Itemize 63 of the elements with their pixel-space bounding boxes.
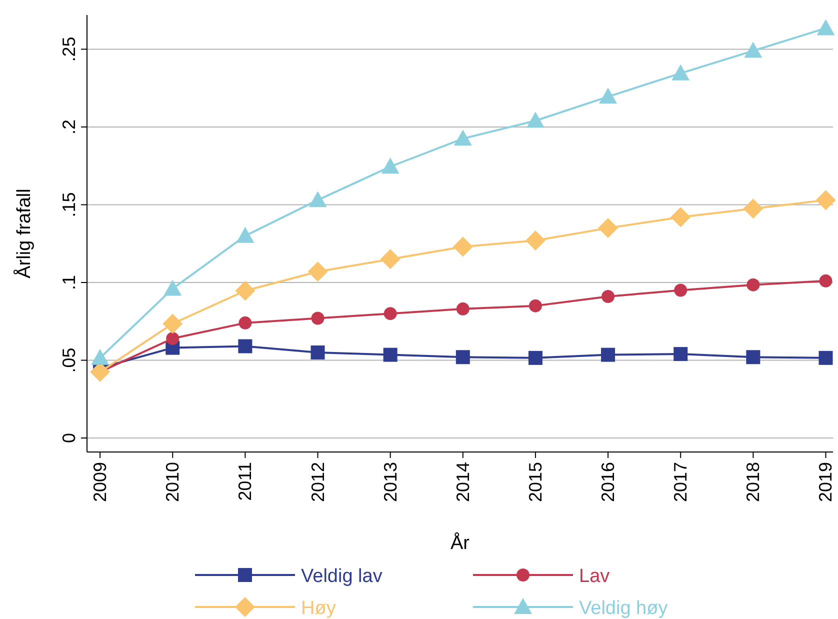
point [308, 191, 327, 208]
point [383, 348, 398, 362]
y-tick-label: 0 [59, 432, 79, 444]
point [816, 190, 836, 210]
point [818, 350, 833, 365]
point [381, 158, 400, 174]
point [816, 19, 835, 36]
point [599, 88, 618, 104]
text: Lav [579, 566, 610, 587]
point [238, 339, 252, 354]
point [602, 290, 615, 303]
point [308, 262, 328, 282]
point [454, 130, 472, 146]
x-tick-label: 2013 [380, 462, 400, 502]
x-tick-label: 2015 [525, 462, 546, 502]
x-tick-label: 2016 [598, 462, 618, 502]
point [236, 226, 254, 243]
point [162, 314, 183, 334]
point [91, 348, 110, 365]
y-tick-label: .2 [59, 119, 79, 134]
point [744, 42, 762, 58]
point [384, 307, 397, 320]
point [670, 207, 691, 228]
point [311, 312, 324, 325]
x-tick-label: 2018 [743, 462, 764, 502]
y-tick-label: .25 [59, 36, 79, 62]
point [601, 348, 616, 362]
x-tick-label: 2012 [308, 462, 328, 502]
y-tick-label: .1 [59, 274, 79, 290]
point [235, 280, 256, 301]
point [456, 350, 470, 364]
point [310, 345, 325, 360]
text: Høy [301, 598, 336, 619]
x-axis-title: År [450, 532, 470, 554]
point [746, 278, 760, 292]
point [746, 350, 760, 364]
point [674, 284, 688, 297]
point [525, 230, 546, 250]
x-tick-label: 2017 [670, 462, 691, 502]
y-axis-title: Årlig frafall [13, 188, 35, 278]
text: Veldig høy [579, 598, 668, 619]
point [743, 198, 764, 219]
point [166, 332, 180, 345]
point [674, 347, 688, 362]
point [528, 350, 542, 365]
point [672, 64, 690, 80]
point [238, 316, 252, 330]
x-tick-label: 2019 [816, 462, 836, 502]
point [819, 274, 832, 288]
point [526, 112, 544, 128]
point [164, 280, 182, 296]
point [452, 236, 473, 257]
point [598, 218, 618, 238]
text: Veldig lav [301, 566, 383, 587]
y-tick-label: .05 [59, 348, 79, 373]
x-tick-label: 2009 [90, 462, 110, 502]
point [528, 299, 542, 312]
point [456, 302, 470, 316]
x-tick-label: 2010 [162, 462, 183, 502]
y-tick-label: .15 [59, 192, 79, 218]
x-tick-label: 2011 [235, 462, 256, 501]
point [380, 249, 400, 270]
x-tick-label: 2014 [452, 462, 473, 502]
